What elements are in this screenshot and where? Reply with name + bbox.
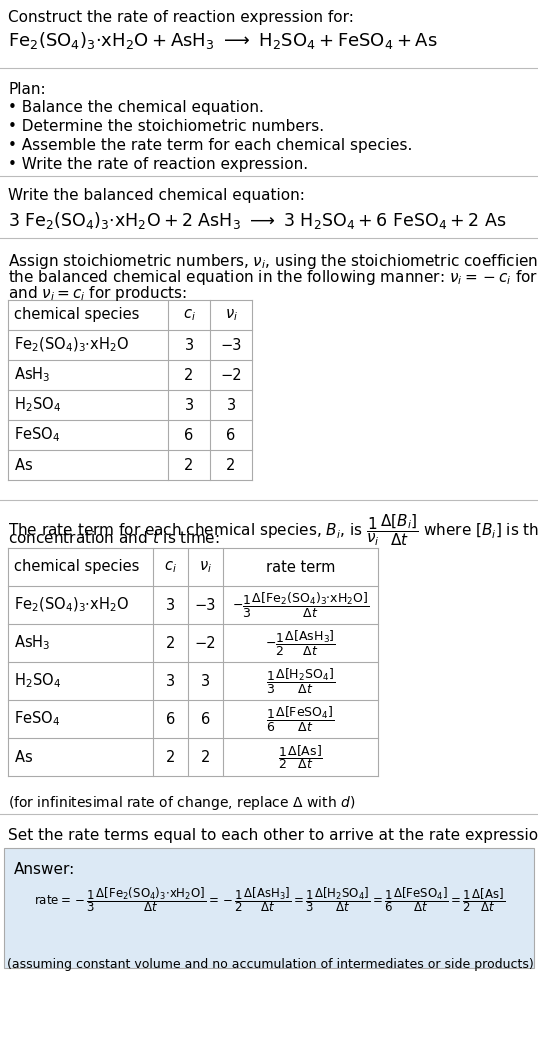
Text: −2: −2 [220, 367, 242, 383]
Text: $\dfrac{1}{6}\dfrac{\Delta[\mathrm{FeSO_4}]}{\Delta t}$: $\dfrac{1}{6}\dfrac{\Delta[\mathrm{FeSO_… [266, 705, 335, 733]
Text: Assign stoichiometric numbers, $\nu_i$, using the stoichiometric coefficients, $: Assign stoichiometric numbers, $\nu_i$, … [8, 252, 538, 271]
Text: 2: 2 [166, 750, 175, 765]
Text: Write the balanced chemical equation:: Write the balanced chemical equation: [8, 188, 305, 203]
Text: 6: 6 [226, 428, 236, 442]
Text: $\nu_i$: $\nu_i$ [224, 308, 237, 323]
Text: −2: −2 [195, 636, 216, 651]
Text: $\mathrm{Fe_2(SO_4)_3{\cdot}xH_2O}$: $\mathrm{Fe_2(SO_4)_3{\cdot}xH_2O}$ [14, 596, 129, 614]
Text: $\mathrm{FeSO_4}$: $\mathrm{FeSO_4}$ [14, 426, 60, 445]
Text: and $\nu_i = c_i$ for products:: and $\nu_i = c_i$ for products: [8, 285, 187, 303]
Text: (assuming constant volume and no accumulation of intermediates or side products): (assuming constant volume and no accumul… [6, 958, 533, 971]
Text: −3: −3 [221, 338, 242, 353]
Text: Construct the rate of reaction expression for:: Construct the rate of reaction expressio… [8, 10, 354, 25]
Text: 2: 2 [201, 750, 210, 765]
Text: $\mathrm{Fe_2(SO_4)_3{\cdot}xH_2O + AsH_3 \ \longrightarrow \ H_2SO_4 + FeSO_4 +: $\mathrm{Fe_2(SO_4)_3{\cdot}xH_2O + AsH_… [8, 30, 437, 51]
Text: 6: 6 [201, 711, 210, 727]
Text: • Determine the stoichiometric numbers.: • Determine the stoichiometric numbers. [8, 119, 324, 134]
Text: $\mathrm{3\ Fe_2(SO_4)_3{\cdot}xH_2O + 2\ AsH_3 \ \longrightarrow \ 3\ H_2SO_4 +: $\mathrm{3\ Fe_2(SO_4)_3{\cdot}xH_2O + 2… [8, 210, 506, 231]
Text: chemical species: chemical species [14, 308, 139, 322]
Text: $c_i$: $c_i$ [164, 560, 177, 575]
Text: $c_i$: $c_i$ [182, 308, 195, 323]
Text: concentration and $t$ is time:: concentration and $t$ is time: [8, 530, 220, 546]
Text: Plan:: Plan: [8, 82, 46, 97]
Text: $\mathrm{AsH_3}$: $\mathrm{AsH_3}$ [14, 366, 51, 384]
Text: $-\dfrac{1}{3}\dfrac{\Delta[\mathrm{Fe_2(SO_4)_3{\cdot}xH_2O}]}{\Delta t}$: $-\dfrac{1}{3}\dfrac{\Delta[\mathrm{Fe_2… [232, 591, 369, 619]
Text: • Assemble the rate term for each chemical species.: • Assemble the rate term for each chemic… [8, 138, 412, 153]
Text: 2: 2 [185, 457, 194, 473]
Text: 2: 2 [226, 457, 236, 473]
Text: $\mathrm{Fe_2(SO_4)_3{\cdot}xH_2O}$: $\mathrm{Fe_2(SO_4)_3{\cdot}xH_2O}$ [14, 336, 129, 355]
Text: −3: −3 [195, 597, 216, 613]
Text: Answer:: Answer: [14, 862, 75, 877]
Text: the balanced chemical equation in the following manner: $\nu_i = -c_i$ for react: the balanced chemical equation in the fo… [8, 268, 538, 287]
Text: (for infinitesimal rate of change, replace $\Delta$ with $d$): (for infinitesimal rate of change, repla… [8, 794, 355, 812]
Text: $\mathrm{rate} = -\dfrac{1}{3}\dfrac{\Delta[\mathrm{Fe_2(SO_4)_3{\cdot}xH_2O}]}{: $\mathrm{rate} = -\dfrac{1}{3}\dfrac{\De… [34, 886, 506, 914]
Text: $\mathrm{As}$: $\mathrm{As}$ [14, 749, 33, 765]
Text: chemical species: chemical species [14, 560, 139, 574]
Text: $-\dfrac{1}{2}\dfrac{\Delta[\mathrm{AsH_3}]}{\Delta t}$: $-\dfrac{1}{2}\dfrac{\Delta[\mathrm{AsH_… [265, 629, 336, 658]
Text: 3: 3 [166, 674, 175, 688]
Text: 6: 6 [185, 428, 194, 442]
Text: $\mathrm{FeSO_4}$: $\mathrm{FeSO_4}$ [14, 709, 60, 728]
Text: 3: 3 [226, 397, 236, 412]
Text: 3: 3 [201, 674, 210, 688]
Text: Set the rate terms equal to each other to arrive at the rate expression:: Set the rate terms equal to each other t… [8, 828, 538, 843]
Text: $\mathrm{AsH_3}$: $\mathrm{AsH_3}$ [14, 634, 51, 653]
Text: 3: 3 [185, 338, 194, 353]
Text: The rate term for each chemical species, $B_i$, is $\dfrac{1}{\nu_i}\dfrac{\Delt: The rate term for each chemical species,… [8, 511, 538, 548]
Text: 6: 6 [166, 711, 175, 727]
FancyBboxPatch shape [4, 848, 534, 968]
Text: $\dfrac{1}{3}\dfrac{\Delta[\mathrm{H_2SO_4}]}{\Delta t}$: $\dfrac{1}{3}\dfrac{\Delta[\mathrm{H_2SO… [266, 666, 335, 696]
Text: • Balance the chemical equation.: • Balance the chemical equation. [8, 100, 264, 115]
Text: 3: 3 [166, 597, 175, 613]
Text: 2: 2 [185, 367, 194, 383]
Text: $\mathrm{H_2SO_4}$: $\mathrm{H_2SO_4}$ [14, 395, 61, 414]
Text: 2: 2 [166, 636, 175, 651]
Text: $\nu_i$: $\nu_i$ [199, 560, 212, 575]
Text: • Write the rate of reaction expression.: • Write the rate of reaction expression. [8, 157, 308, 172]
Text: 3: 3 [185, 397, 194, 412]
Text: $\mathrm{As}$: $\mathrm{As}$ [14, 457, 33, 473]
Text: $\dfrac{1}{2}\dfrac{\Delta[\mathrm{As}]}{\Delta t}$: $\dfrac{1}{2}\dfrac{\Delta[\mathrm{As}]}… [278, 743, 323, 771]
Text: $\mathrm{H_2SO_4}$: $\mathrm{H_2SO_4}$ [14, 672, 61, 690]
Text: rate term: rate term [266, 560, 335, 574]
